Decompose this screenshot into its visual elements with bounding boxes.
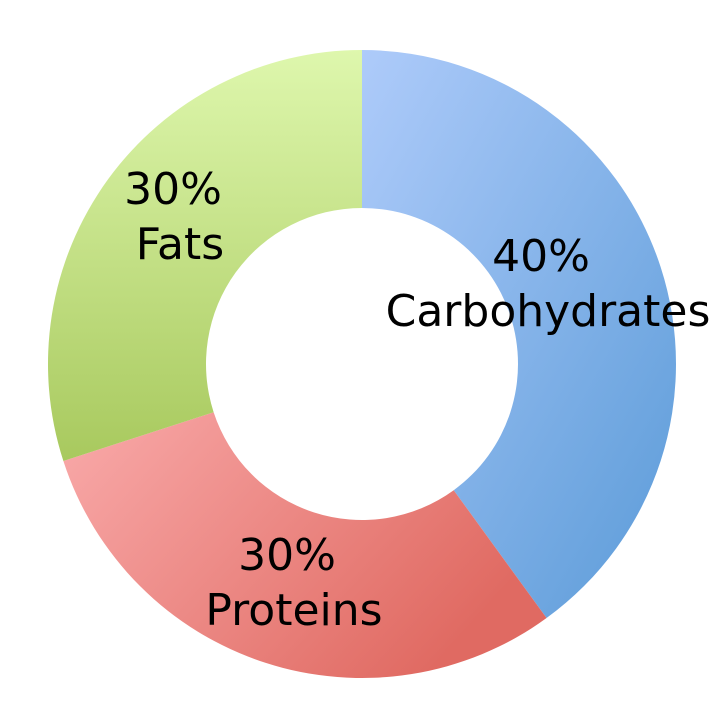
slice-name-proteins: Proteins	[205, 585, 382, 636]
slice-carbohydrates	[362, 50, 676, 619]
donut-slices	[47, 50, 676, 678]
slice-percent-proteins: 30%	[238, 530, 336, 581]
slice-percent-fats: 30%	[124, 164, 222, 215]
slice-label-carbohydrates: 40% Carbohydrates	[386, 231, 711, 337]
slice-fats	[47, 50, 363, 462]
slice-name-carbohydrates: Carbohydrates	[386, 286, 711, 337]
slice-percent-carbohydrates: 40%	[492, 231, 590, 282]
slice-name-fats: Fats	[136, 219, 224, 270]
slice-label-proteins: 30% Proteins	[205, 530, 382, 636]
slice-label-fats: 30% Fats	[124, 164, 236, 270]
slice-proteins	[63, 412, 547, 678]
slice-labels: 40% Carbohydrates 30% Proteins 30% Fats	[124, 164, 710, 636]
